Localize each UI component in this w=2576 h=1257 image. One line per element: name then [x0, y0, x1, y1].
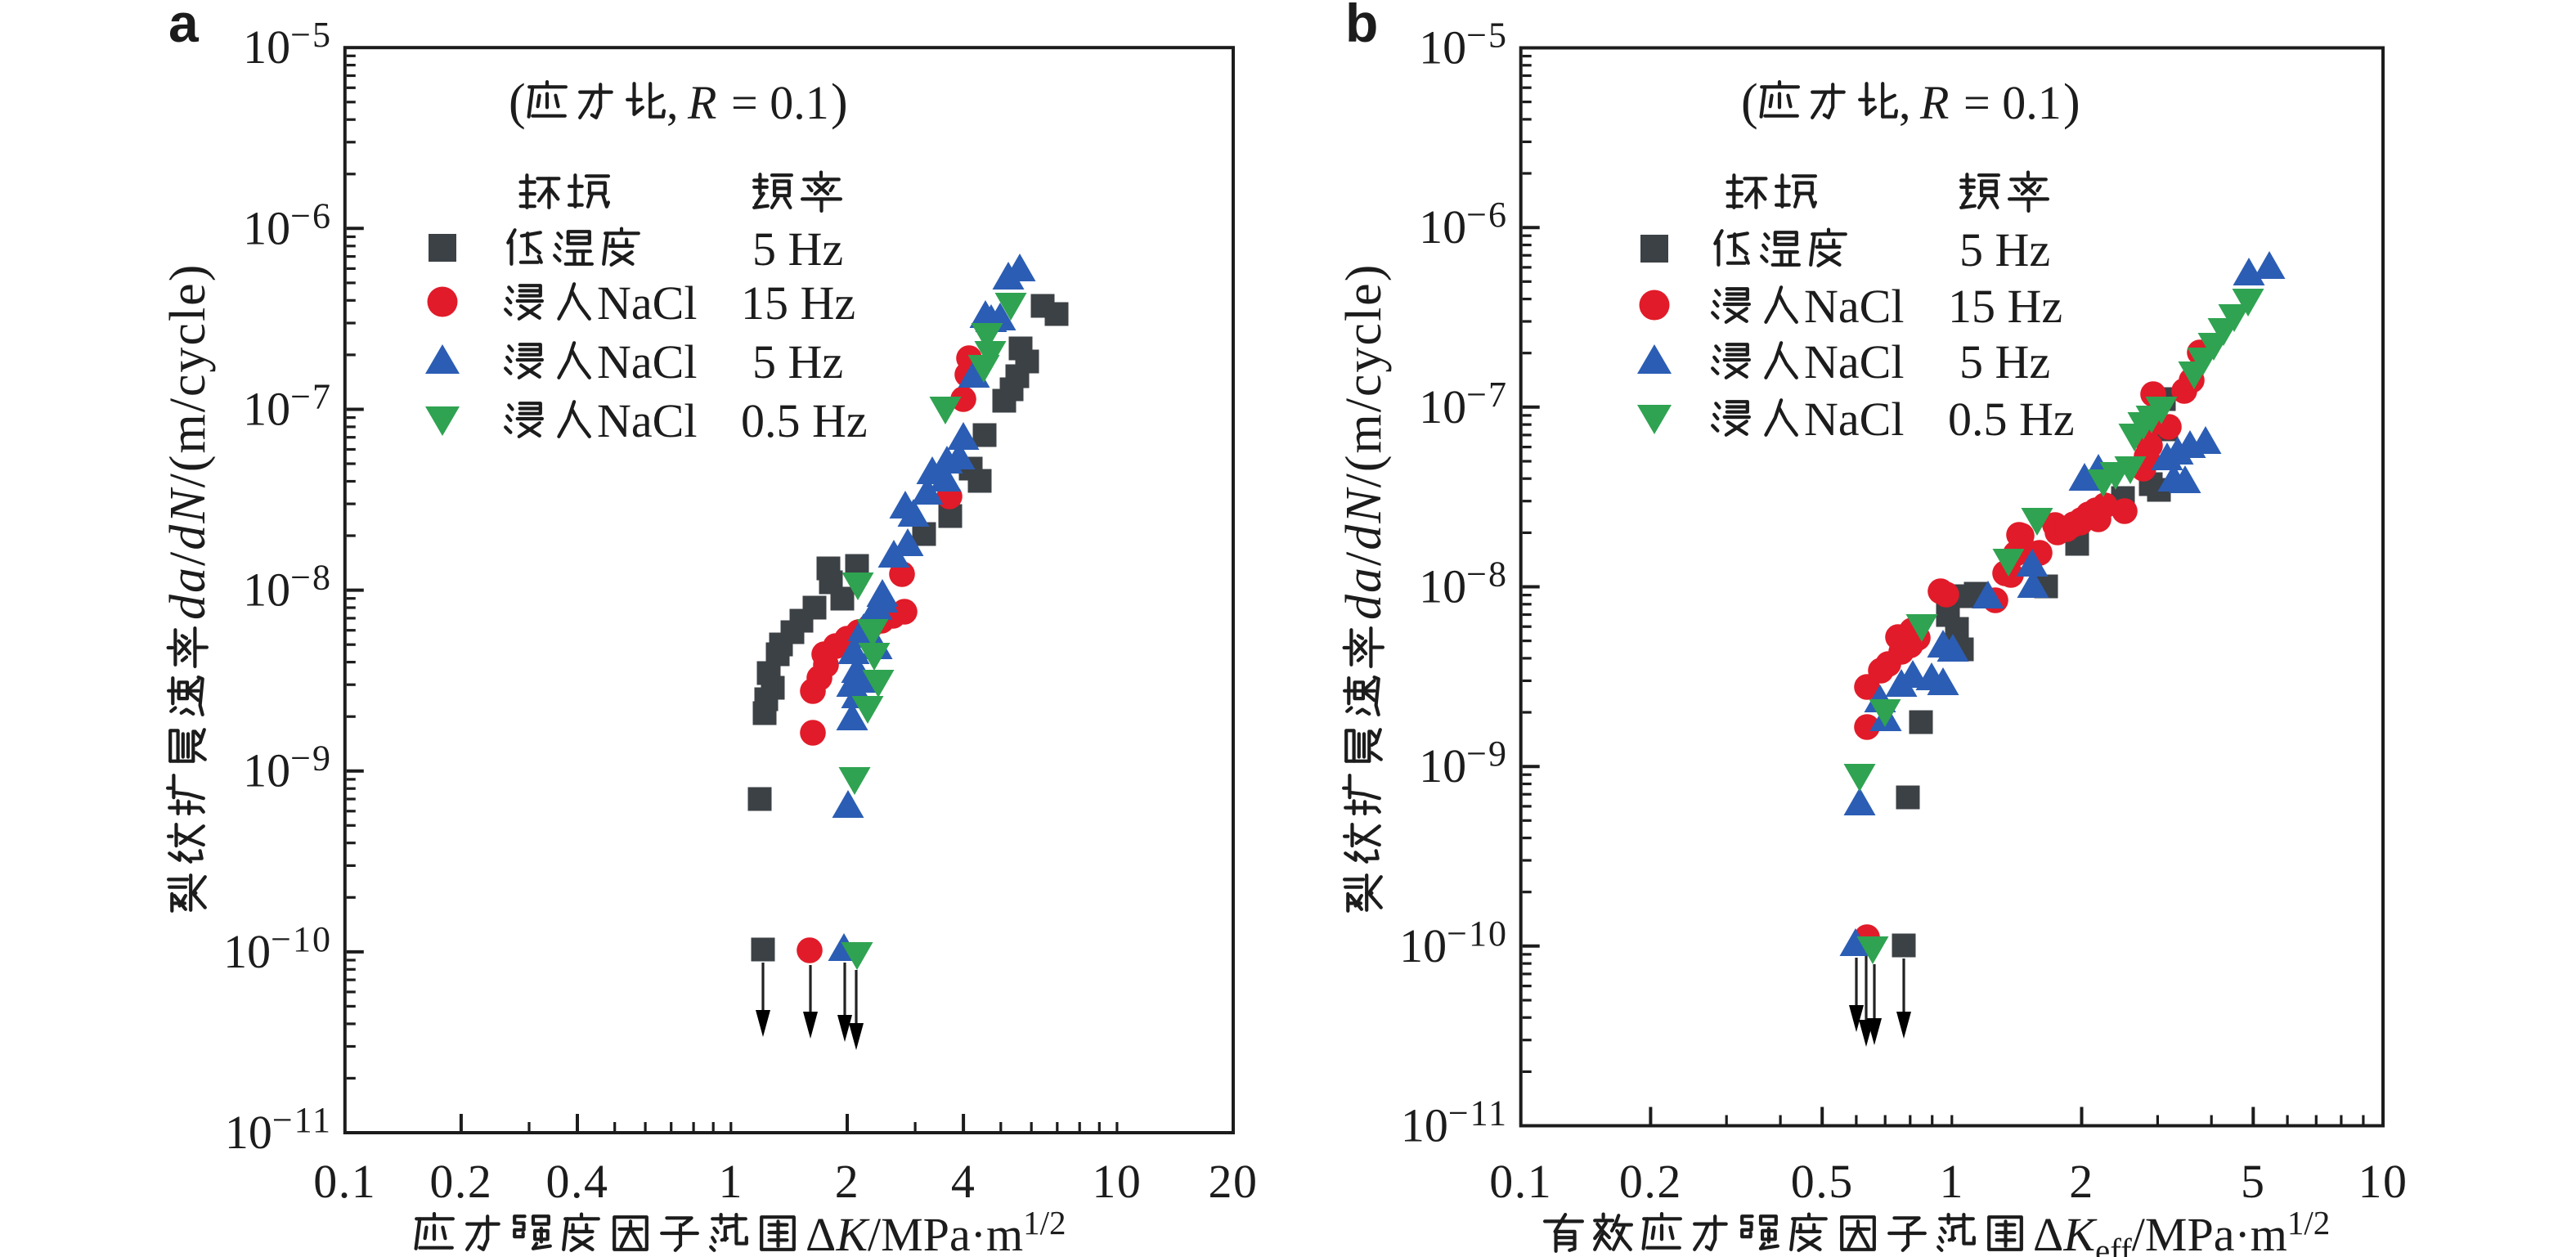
- svg-text:b: b: [1345, 0, 1378, 53]
- svg-text:5 Hz: 5 Hz: [752, 335, 843, 388]
- svg-text:10−8: 10−8: [243, 558, 332, 617]
- svg-text:0.5: 0.5: [1791, 1155, 1854, 1208]
- svg-text:0.1: 0.1: [1489, 1155, 1552, 1208]
- svg-text:2: 2: [835, 1155, 860, 1208]
- svg-text:(: (: [1741, 74, 1758, 130]
- svg-text:NaCl: NaCl: [1804, 280, 1904, 333]
- svg-text:): ): [831, 74, 848, 130]
- svg-text:10: 10: [1092, 1155, 1142, 1208]
- svg-text:(: (: [509, 74, 526, 130]
- svg-text:a: a: [168, 0, 200, 53]
- svg-text:,: ,: [1899, 76, 1911, 129]
- svg-text:NaCl: NaCl: [1804, 335, 1904, 388]
- svg-text:R: R: [1919, 76, 1949, 129]
- svg-text:,: ,: [666, 76, 679, 129]
- svg-text:15 Hz: 15 Hz: [741, 276, 855, 330]
- svg-text:= 0.1: = 0.1: [731, 76, 829, 129]
- svg-text:5: 5: [2241, 1155, 2266, 1208]
- svg-text:ΔK/MPa·m1/2: ΔK/MPa·m1/2: [806, 1204, 1066, 1257]
- svg-text:10: 10: [2358, 1155, 2408, 1208]
- svg-text:da/dN/(m/cycle): da/dN/(m/cycle): [160, 263, 216, 620]
- svg-text:15 Hz: 15 Hz: [1948, 280, 2062, 333]
- svg-text:0.4: 0.4: [546, 1155, 609, 1208]
- svg-text:0.5 Hz: 0.5 Hz: [1948, 393, 2075, 446]
- svg-text:5 Hz: 5 Hz: [1959, 223, 2050, 276]
- svg-text:0.2: 0.2: [429, 1155, 492, 1208]
- svg-text:2: 2: [2069, 1155, 2094, 1208]
- svg-text:0.2: 0.2: [1619, 1155, 1682, 1208]
- svg-text:10−5: 10−5: [243, 15, 332, 74]
- svg-text:): ): [2063, 74, 2080, 130]
- svg-text:da/dN/(m/cycle): da/dN/(m/cycle): [1336, 263, 1392, 620]
- svg-text:1: 1: [719, 1155, 744, 1208]
- svg-text:5 Hz: 5 Hz: [752, 222, 843, 276]
- svg-text:NaCl: NaCl: [597, 335, 697, 388]
- svg-text:4: 4: [951, 1155, 976, 1208]
- svg-text:NaCl: NaCl: [597, 276, 697, 330]
- svg-text:R: R: [687, 76, 716, 129]
- svg-text:0.1: 0.1: [313, 1155, 376, 1208]
- svg-text:ΔKeff/MPa·m1/2: ΔKeff/MPa·m1/2: [2033, 1204, 2330, 1257]
- svg-text:10−9: 10−9: [1419, 734, 1508, 792]
- svg-text:NaCl: NaCl: [1804, 393, 1904, 446]
- svg-text:0.5 Hz: 0.5 Hz: [741, 394, 868, 447]
- svg-text:NaCl: NaCl: [597, 394, 697, 447]
- svg-text:10−7: 10−7: [1419, 375, 1508, 433]
- svg-text:5 Hz: 5 Hz: [1959, 335, 2050, 388]
- svg-text:= 0.1: = 0.1: [1963, 76, 2062, 129]
- svg-text:20: 20: [1209, 1155, 1259, 1208]
- svg-text:1: 1: [1940, 1155, 1965, 1208]
